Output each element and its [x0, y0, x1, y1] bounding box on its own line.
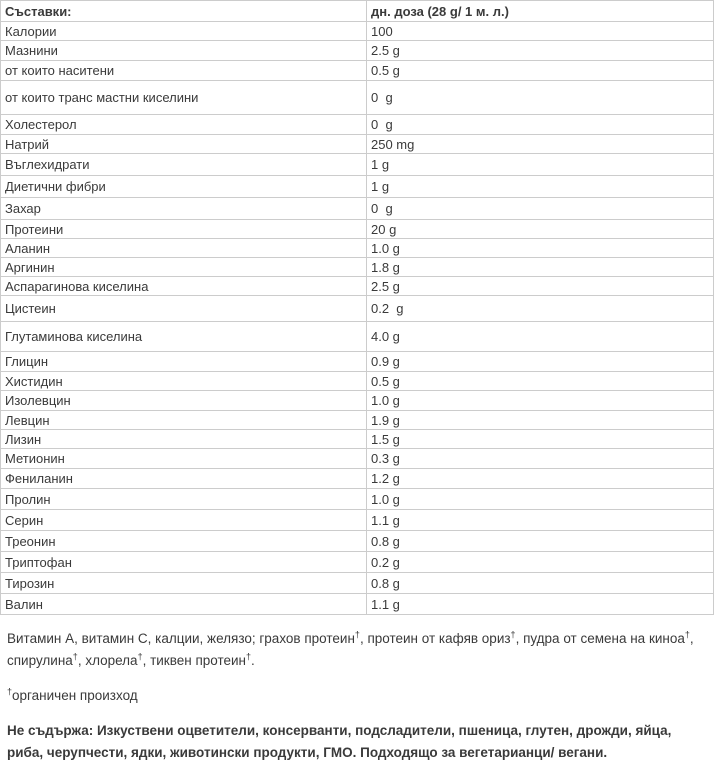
- ingredient-value: 1 g: [366, 153, 714, 176]
- table-row: Холестерол 0 g: [0, 114, 714, 135]
- ingredient-name: от които наситени: [0, 60, 367, 81]
- ingredient-name: Аргинин: [0, 257, 367, 277]
- ingredient-value: 20 g: [366, 219, 714, 239]
- ingredient-value: 1.0 g: [366, 238, 714, 258]
- ingredient-name: Цистеин: [0, 295, 367, 322]
- ingredient-name: Тирозин: [0, 572, 367, 594]
- ingredient-name: Глицин: [0, 351, 367, 372]
- ingredient-name: Захар: [0, 197, 367, 220]
- ingredient-value: 1.9 g: [366, 410, 714, 430]
- additional-ingredients-text: Витамин А, витамин С, калции, желязо; гр…: [7, 629, 694, 668]
- table-row: Захар 0 g: [0, 197, 714, 220]
- ingredient-name: от които транс мастни киселини: [0, 80, 367, 115]
- ingredient-name: Триптофан: [0, 551, 367, 573]
- ingredient-name: Натрий: [0, 134, 367, 154]
- ingredient-name: Хистидин: [0, 371, 367, 391]
- table-row: Мазнини 2.5 g: [0, 40, 714, 61]
- table-row: Левцин 1.9 g: [0, 410, 714, 430]
- table-row: от които наситени 0.5 g: [0, 60, 714, 81]
- ingredient-value: 0.3 g: [366, 448, 714, 469]
- table-row: Тирозин 0.8 g: [0, 572, 714, 594]
- ingredient-value: 0.8 g: [366, 530, 714, 552]
- ingredient-value: 4.0 g: [366, 321, 714, 352]
- table-row: Въглехидрати 1 g: [0, 153, 714, 176]
- ingredient-name: Холестерол: [0, 114, 367, 135]
- ingredient-name: Протеини: [0, 219, 367, 239]
- table-row: Треонин 0.8 g: [0, 530, 714, 552]
- footnote-text: †органичен произход: [7, 686, 138, 703]
- table-header-row: Съставки: дн. доза (28 g/ 1 м. л.): [0, 0, 714, 22]
- ingredient-value: 0.9 g: [366, 351, 714, 372]
- ingredient-value: 0.8 g: [366, 572, 714, 594]
- ingredient-name: Пролин: [0, 488, 367, 510]
- table-row: Метионин 0.3 g: [0, 448, 714, 469]
- nutrition-table: Съставки: дн. доза (28 g/ 1 м. л.) Калор…: [0, 0, 714, 615]
- table-row: Глицин 0.9 g: [0, 351, 714, 372]
- ingredient-value: 1.5 g: [366, 429, 714, 449]
- table-row: Цистеин 0.2 g: [0, 295, 714, 322]
- table-row: Триптофан 0.2 g: [0, 551, 714, 573]
- ingredient-value: 2.5 g: [366, 276, 714, 296]
- ingredient-name: Левцин: [0, 410, 367, 430]
- ingredient-name: Изолевцин: [0, 390, 367, 411]
- table-row: Диетични фибри 1 g: [0, 175, 714, 198]
- ingredients-column-header: Съставки:: [0, 0, 367, 22]
- ingredient-name: Метионин: [0, 448, 367, 469]
- ingredient-value: 0 g: [366, 80, 714, 115]
- ingredient-name: Въглехидрати: [0, 153, 367, 176]
- table-row: Глутаминова киселина 4.0 g: [0, 321, 714, 352]
- ingredient-name: Аспарагинова киселина: [0, 276, 367, 296]
- table-row: Аргинин 1.8 g: [0, 257, 714, 277]
- ingredient-value: 0.5 g: [366, 60, 714, 81]
- ingredient-value: 1.1 g: [366, 509, 714, 531]
- ingredient-value: 250 mg: [366, 134, 714, 154]
- table-row: от които транс мастни киселини 0 g: [0, 80, 714, 115]
- table-row: Хистидин 0.5 g: [0, 371, 714, 391]
- ingredient-name: Треонин: [0, 530, 367, 552]
- table-row: Протеини 20 g: [0, 219, 714, 239]
- ingredient-name: Фениланин: [0, 468, 367, 489]
- table-row: Фениланин 1.2 g: [0, 468, 714, 489]
- table-row: Изолевцин 1.0 g: [0, 390, 714, 411]
- ingredient-value: 0 g: [366, 197, 714, 220]
- ingredient-value: 1.2 g: [366, 468, 714, 489]
- table-row: Валин 1.1 g: [0, 593, 714, 615]
- daily-dose-column-header: дн. доза (28 g/ 1 м. л.): [366, 0, 714, 22]
- ingredient-value: 1.1 g: [366, 593, 714, 615]
- ingredient-value: 1 g: [366, 175, 714, 198]
- ingredient-name: Серин: [0, 509, 367, 531]
- table-row: Серин 1.1 g: [0, 509, 714, 531]
- table-row: Натрий 250 mg: [0, 134, 714, 154]
- table-row: Аспарагинова киселина 2.5 g: [0, 276, 714, 296]
- ingredient-value: 1.0 g: [366, 488, 714, 510]
- ingredient-name: Мазнини: [0, 40, 367, 61]
- ingredient-value: 0.2 g: [366, 295, 714, 322]
- ingredient-value: 0 g: [366, 114, 714, 135]
- table-row: Калории 100: [0, 21, 714, 41]
- table-row: Пролин 1.0 g: [0, 488, 714, 510]
- ingredient-name: Диетични фибри: [0, 175, 367, 198]
- ingredient-value: 2.5 g: [366, 40, 714, 61]
- ingredient-value: 0.2 g: [366, 551, 714, 573]
- ingredient-name: Калории: [0, 21, 367, 41]
- table-row: Аланин 1.0 g: [0, 238, 714, 258]
- disclaimer-text: Не съдържа: Изкуствени оцветители, консе…: [7, 723, 672, 760]
- ingredient-value: 0.5 g: [366, 371, 714, 391]
- ingredient-value: 1.8 g: [366, 257, 714, 277]
- ingredient-name: Глутаминова киселина: [0, 321, 367, 352]
- ingredient-name: Валин: [0, 593, 367, 615]
- ingredient-name: Аланин: [0, 238, 367, 258]
- ingredient-value: 100: [366, 21, 714, 41]
- table-row: Лизин 1.5 g: [0, 429, 714, 449]
- ingredient-value: 1.0 g: [366, 390, 714, 411]
- ingredient-name: Лизин: [0, 429, 367, 449]
- notes-section: Витамин А, витамин С, калции, желязо; гр…: [0, 628, 714, 764]
